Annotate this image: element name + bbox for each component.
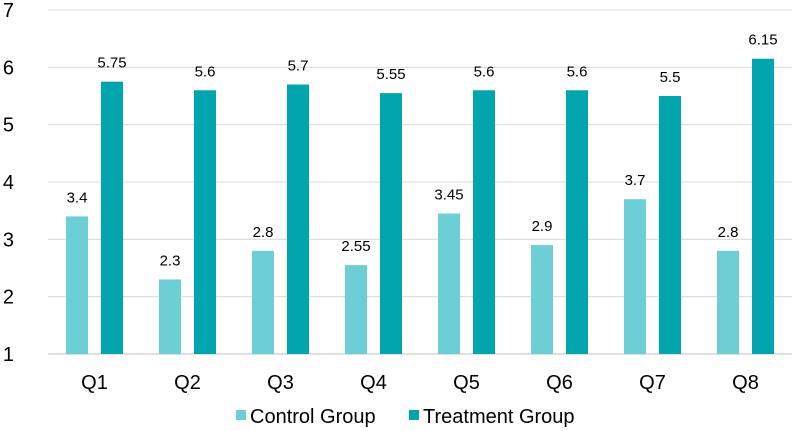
bar-treatment-q4 — [380, 93, 402, 354]
data-label-treatment-q8: 6.15 — [748, 32, 777, 49]
x-tick-label-q4: Q4 — [360, 372, 387, 394]
x-tick-label-q2: Q2 — [174, 372, 201, 394]
y-tick-label: 2 — [3, 287, 14, 309]
data-label-control-q4: 2.55 — [341, 238, 370, 255]
x-tick-label-q8: Q8 — [732, 372, 759, 394]
bar-treatment-q5 — [473, 90, 495, 355]
bar-control-q7 — [624, 199, 646, 354]
legend-swatch-control — [236, 410, 246, 420]
bar-treatment-q8 — [752, 58, 774, 354]
bar-treatment-q3 — [287, 84, 309, 355]
data-label-control-q7: 3.7 — [625, 172, 646, 189]
data-label-treatment-q4: 5.55 — [376, 66, 405, 83]
data-label-treatment-q2: 5.6 — [195, 63, 216, 80]
legend-label-treatment: Treatment Group — [423, 406, 575, 428]
bar-control-q8 — [717, 250, 739, 354]
y-tick-label: 1 — [3, 344, 14, 366]
data-label-control-q2: 2.3 — [160, 252, 181, 269]
data-label-control-q6: 2.9 — [532, 218, 553, 235]
data-label-control-q8: 2.8 — [718, 224, 739, 241]
data-label-treatment-q3: 5.7 — [288, 58, 309, 75]
data-labels: 3.4 5.75 2.3 5.6 2.8 5.7 2.55 5.55 3.45 5.6 2.9 5.6… — [67, 32, 778, 270]
x-tick-label-q3: Q3 — [267, 372, 294, 394]
y-tick-label: 3 — [3, 229, 14, 251]
y-tick-label: 5 — [3, 115, 14, 137]
data-label-treatment-q6: 5.6 — [567, 63, 588, 80]
bar-control-q3 — [252, 250, 274, 354]
bars — [66, 58, 774, 355]
x-axis-ticks: Q1 Q2 Q3 Q4 Q5 Q6 Q7 Q8 — [81, 372, 759, 394]
data-label-control-q5: 3.45 — [434, 187, 463, 204]
data-label-treatment-q7: 5.5 — [660, 69, 681, 86]
data-label-treatment-q1: 5.75 — [97, 55, 126, 72]
bar-treatment-q2 — [194, 90, 216, 355]
bar-treatment-q7 — [659, 96, 681, 354]
legend: Control Group Treatment Group — [236, 406, 575, 428]
x-tick-label-q1: Q1 — [81, 372, 108, 394]
bar-control-q4 — [345, 265, 367, 354]
x-tick-label-q6: Q6 — [546, 372, 573, 394]
y-tick-label: 4 — [3, 172, 14, 194]
data-label-control-q3: 2.8 — [253, 224, 274, 241]
bar-treatment-q1 — [101, 81, 123, 355]
legend-label-control: Control Group — [250, 406, 376, 428]
bar-control-q6 — [531, 245, 553, 354]
bar-treatment-q6 — [566, 90, 588, 355]
y-axis-ticks: 1 2 3 4 5 6 7 — [3, 0, 14, 366]
x-tick-label-q7: Q7 — [639, 372, 666, 394]
legend-swatch-treatment — [409, 410, 419, 420]
bar-control-q1 — [66, 216, 88, 354]
bar-control-q2 — [159, 279, 181, 354]
bar-control-q5 — [438, 213, 460, 354]
y-tick-label: 7 — [3, 0, 14, 22]
x-tick-label-q5: Q5 — [453, 372, 480, 394]
y-tick-label: 6 — [3, 57, 14, 79]
data-label-control-q1: 3.4 — [67, 189, 88, 206]
data-label-treatment-q5: 5.6 — [474, 63, 495, 80]
